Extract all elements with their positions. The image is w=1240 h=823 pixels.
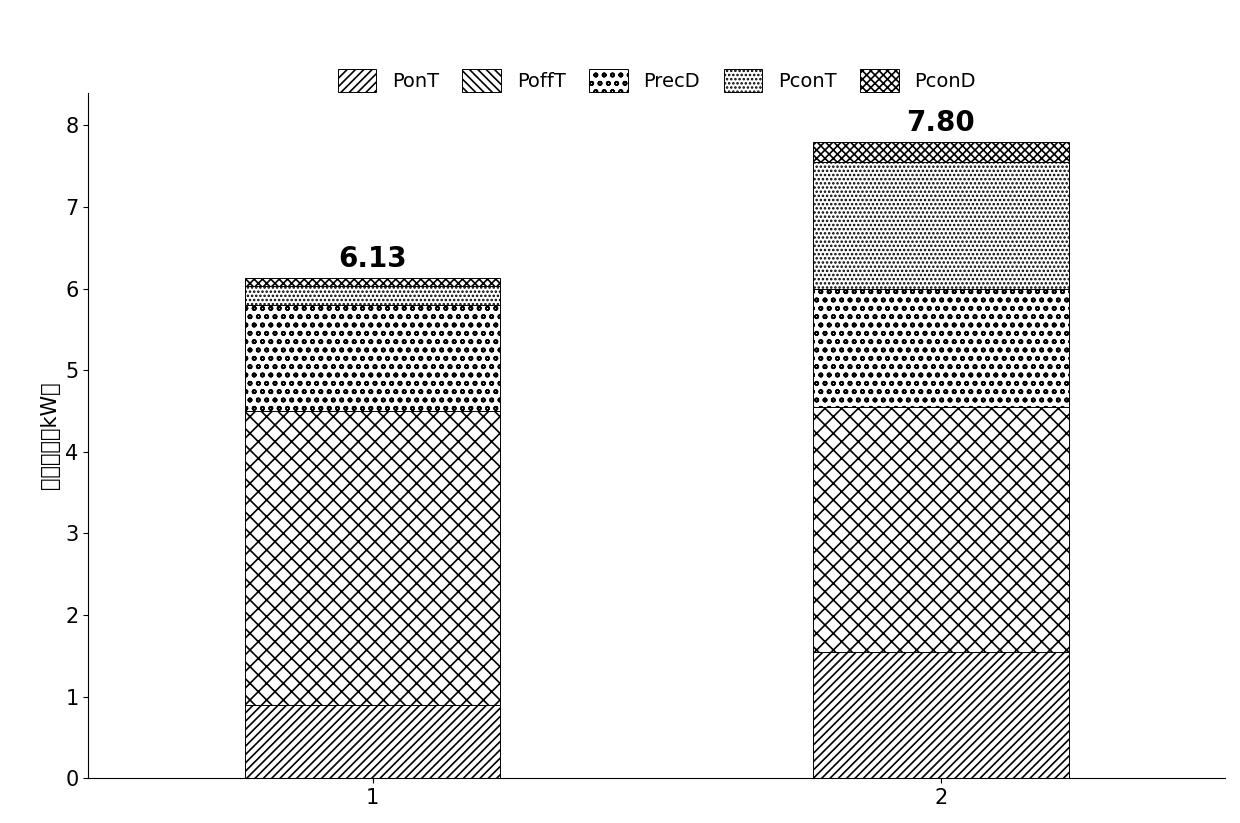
Y-axis label: 损耗功率（kW）: 损耗功率（kW） [40, 382, 60, 490]
Bar [813, 407, 1069, 652]
Text: 7.80: 7.80 [906, 109, 975, 137]
Bar [813, 142, 1069, 162]
Bar [813, 162, 1069, 289]
Text: 6.13: 6.13 [339, 245, 407, 273]
Bar [813, 652, 1069, 779]
Bar [244, 411, 501, 704]
Bar [244, 286, 501, 305]
Bar [813, 289, 1069, 407]
Legend: PonT, PoffT, PrecD, PconT, PconD: PonT, PoffT, PrecD, PconT, PconD [330, 61, 983, 100]
Bar [244, 278, 501, 286]
Bar [244, 704, 501, 779]
Bar [244, 305, 501, 411]
